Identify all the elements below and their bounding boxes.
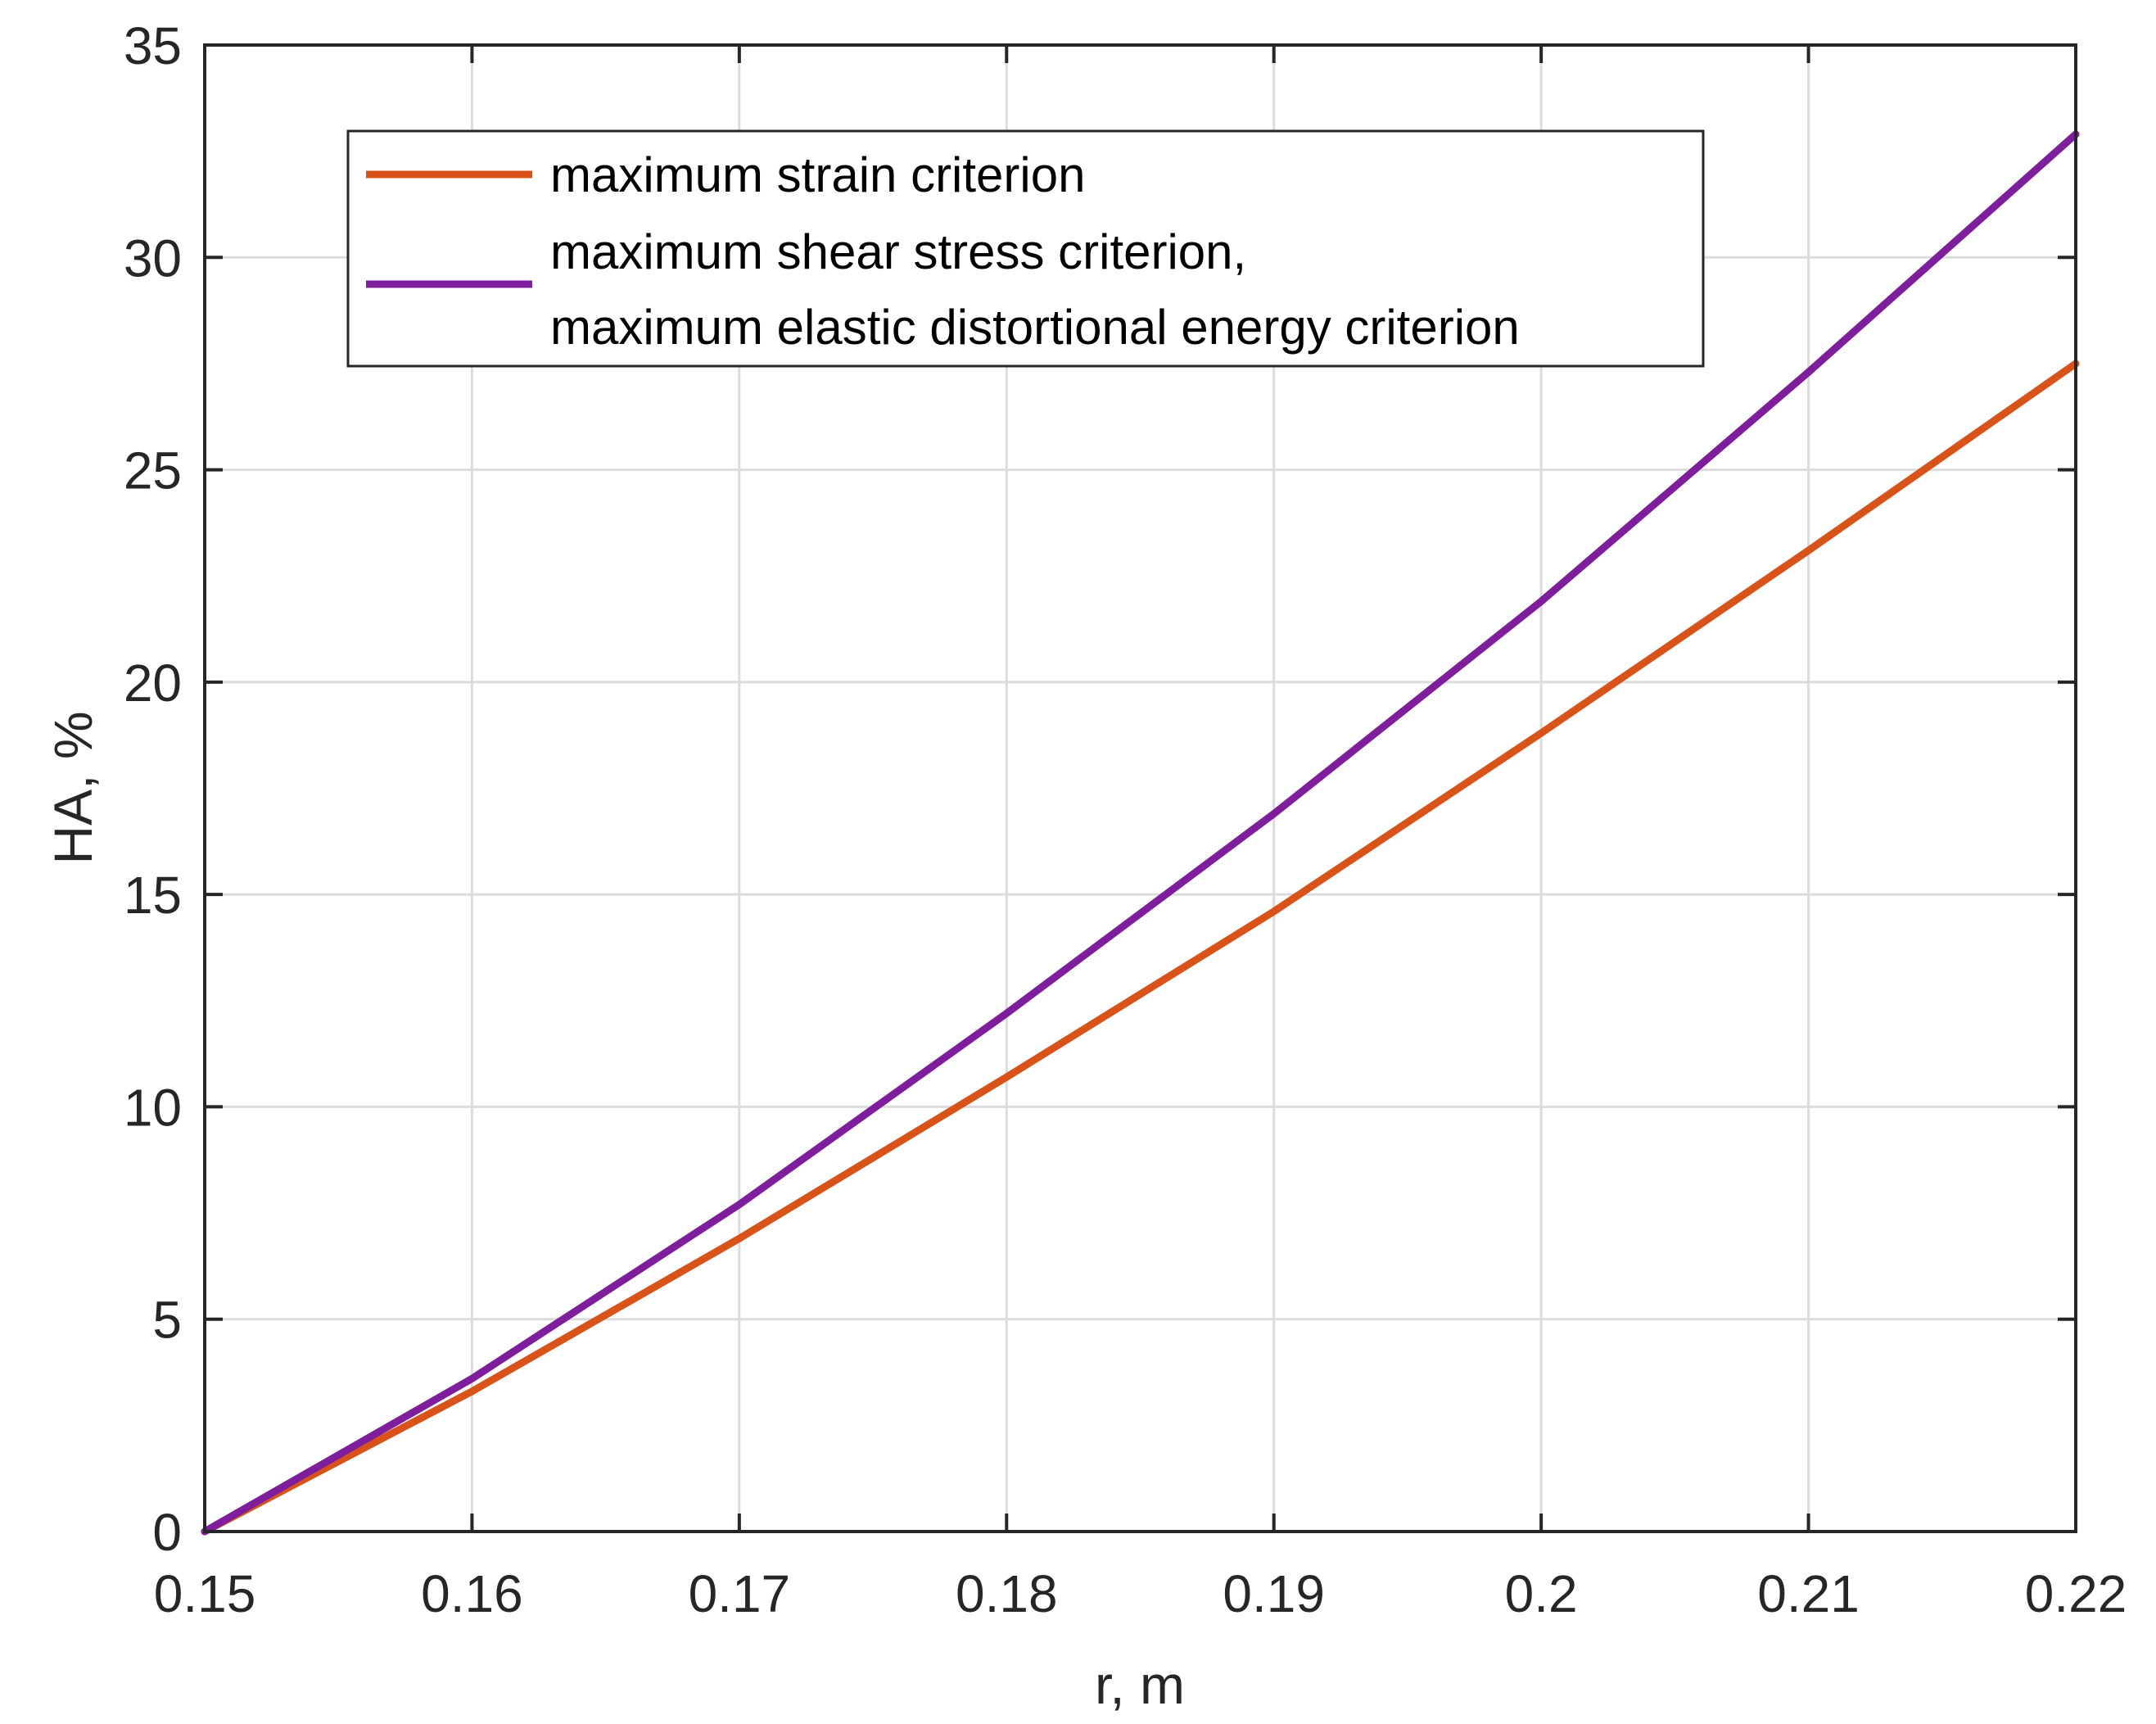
- y-tick-label: 30: [124, 229, 182, 287]
- ticks: [203, 43, 2077, 1533]
- legend-box: [346, 129, 1705, 368]
- x-tick-label: 0.2: [1505, 1564, 1578, 1623]
- y-tick-label: 0: [152, 1503, 182, 1562]
- x-tick-label: 0.21: [1757, 1564, 1860, 1623]
- legend-label-shear-line1: maximum shear stress criterion,: [550, 224, 1246, 279]
- series-line-1: [201, 130, 2080, 1536]
- x-tick-label: 0.19: [1223, 1564, 1325, 1623]
- x-tick-label: 0.15: [154, 1564, 256, 1623]
- legend-label-shear-line2: maximum elastic distortional energy crit…: [550, 300, 1520, 355]
- series-line-0: [201, 360, 2080, 1536]
- y-tick-label: 5: [152, 1291, 182, 1350]
- y-tick-label: 35: [124, 16, 182, 75]
- series-lines: [201, 130, 2080, 1536]
- x-tick-labels: 0.15 0.16 0.17 0.18 0.19 0.2 0.21 0.22: [154, 1564, 2127, 1623]
- y-tick-label: 10: [124, 1078, 182, 1137]
- x-tick-label: 0.22: [2025, 1564, 2127, 1623]
- y-tick-label: 15: [124, 866, 182, 925]
- x-tick-label: 0.17: [689, 1564, 791, 1623]
- x-tick-label: 0.18: [956, 1564, 1058, 1623]
- x-tick-label: 0.16: [421, 1564, 523, 1623]
- axes-box: [203, 43, 2077, 1533]
- legend-label-strain: maximum strain criterion: [550, 147, 1085, 202]
- legend: maximum strain criterion maximum shear s…: [346, 129, 1705, 368]
- y-tick-label: 25: [124, 441, 182, 500]
- x-axis-title: r, m: [1095, 1654, 1185, 1715]
- y-tick-label: 20: [124, 654, 182, 713]
- y-axis-title: HA, %: [43, 711, 103, 864]
- y-tick-labels: 0 5 10 15 20 25 30 35: [124, 16, 182, 1562]
